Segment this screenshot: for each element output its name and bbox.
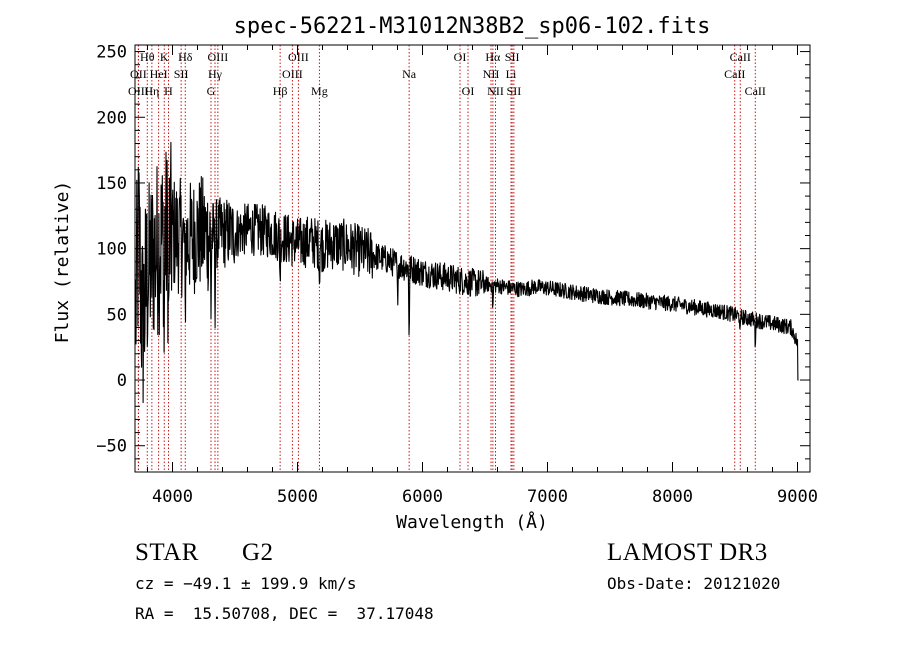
line-label-4: K [160, 50, 169, 64]
x-tick-label-9000: 9000 [777, 487, 818, 507]
line-label-23: Li [506, 67, 517, 81]
y-tick-label-250: 250 [96, 43, 127, 63]
y-tick-label-0: 0 [117, 371, 127, 391]
observation-date: Obs-Date: 20121020 [607, 574, 781, 593]
survey-name: LAMOST DR3 [607, 539, 768, 566]
line-label-0: Hθ [140, 50, 155, 64]
x-axis-label: Wavelength (Å) [396, 511, 548, 533]
line-label-24: SII [507, 84, 522, 98]
line-label-26: CaII [724, 67, 745, 81]
line-label-20: NII [483, 67, 500, 81]
line-label-1: OII [130, 67, 147, 81]
line-label-3: Hη [144, 84, 159, 98]
y-tick-label-50: 50 [107, 305, 127, 325]
chart-title: spec-56221-M31012N38B2_sp06-102.fits [234, 14, 711, 39]
x-tick-label-5000: 5000 [277, 487, 318, 507]
y-axis-label: Flux (relative) [52, 181, 73, 344]
y-tick-label-200: 200 [96, 108, 127, 128]
spectrum-curve [135, 141, 799, 404]
line-label-16: Na [402, 67, 417, 81]
line-label-25: CaII [730, 50, 751, 64]
line-label-19: Hα [485, 50, 501, 64]
y-tick-label--50: −50 [96, 437, 127, 457]
line-label-15: Mg [311, 84, 328, 98]
line-label-10: Hγ [208, 67, 223, 81]
line-label-11: G [207, 84, 216, 98]
x-tick-label-7000: 7000 [527, 487, 568, 507]
spectral-line-markers [137, 45, 756, 472]
line-label-9: OIII [208, 50, 229, 64]
y-tick-label-100: 100 [96, 240, 127, 260]
x-tick-label-4000: 4000 [152, 487, 193, 507]
line-label-7: SII [174, 67, 189, 81]
line-label-12: OIII [288, 50, 309, 64]
line-label-22: SII [505, 50, 520, 64]
line-label-14: Hβ [273, 84, 288, 98]
line-label-18: OI [462, 84, 475, 98]
line-label-21: NII [487, 84, 504, 98]
line-label-5: HeI [150, 67, 168, 81]
line-label-6: H [164, 84, 173, 98]
object-subclass: G2 [242, 539, 274, 566]
line-label-17: OI [454, 50, 467, 64]
object-class: STAR [135, 539, 199, 566]
line-label-13: OIII [282, 67, 303, 81]
x-axis: 4000 5000 6000 7000 8000 9000 [147, 45, 818, 507]
line-label-27: CaII [745, 84, 766, 98]
x-tick-label-6000: 6000 [402, 487, 443, 507]
y-axis: −50 0 50 100 150 200 250 [96, 43, 810, 460]
redshift-velocity: cz = −49.1 ± 199.9 km/s [135, 574, 357, 593]
plot-frame [134, 44, 811, 473]
line-label-8: Hδ [178, 50, 193, 64]
x-tick-label-8000: 8000 [652, 487, 693, 507]
sky-coordinates: RA = 15.50708, DEC = 37.17048 [135, 604, 434, 623]
y-tick-label-150: 150 [96, 174, 127, 194]
